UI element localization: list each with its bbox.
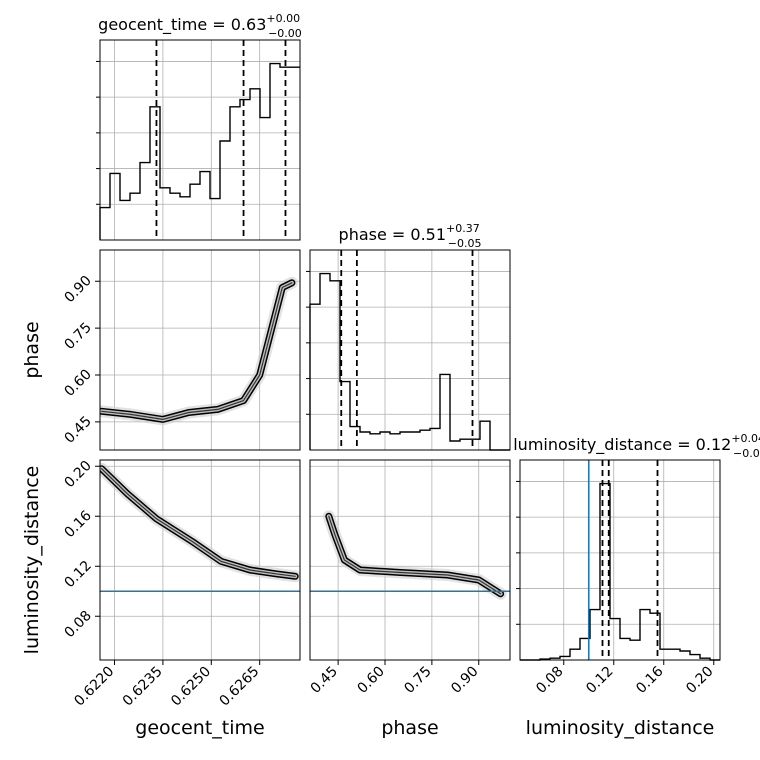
- panel-luminosity_distance_vs_phase: [309, 459, 511, 661]
- x-axis-label-phase: phase: [381, 717, 438, 739]
- panel-frame: [99, 39, 301, 241]
- density-group: [322, 510, 507, 600]
- x-tick-label: 0.45: [308, 664, 341, 697]
- panel-frame: [309, 459, 511, 661]
- x-tick-label: 0.60: [354, 664, 387, 697]
- histogram-luminosity_distance: [520, 482, 720, 661]
- x-tick-label: 0.6220: [71, 664, 117, 710]
- hist-panel-geocent_time: geocent_time = 0.63+0.00 −0.00: [96, 12, 302, 241]
- x-tick-label: 0.08: [533, 664, 566, 697]
- panel-luminosity_distance_vs_geocent_time: [99, 459, 301, 661]
- hist-title-geocent_time: geocent_time = 0.63+0.00 −0.00: [98, 12, 302, 40]
- y-tick-label: 0.60: [61, 367, 94, 400]
- x-tick-label: 0.6250: [168, 664, 214, 710]
- density-group: [100, 276, 298, 426]
- hist-title-luminosity_distance: luminosity_distance = 0.12+0.04−0.01: [513, 432, 760, 460]
- hist-title-phase: phase = 0.51+0.37 −0.05: [339, 222, 482, 250]
- histogram-phase: [309, 272, 510, 451]
- x-tick-label: 0.6235: [120, 664, 166, 710]
- panel-frame: [99, 249, 301, 451]
- x-axis-label-luminosity_distance: luminosity_distance: [526, 717, 715, 739]
- y-tick-label: 0.45: [61, 413, 94, 446]
- contour-outer: [100, 465, 299, 580]
- histogram-geocent_time: [99, 62, 300, 240]
- panel-frame: [309, 249, 511, 451]
- x-axis-label-geocent_time: geocent_time: [135, 717, 264, 739]
- y-tick-label: 0.08: [61, 608, 94, 641]
- density-cloud: [100, 462, 300, 583]
- y-tick-label: 0.16: [61, 508, 94, 541]
- panel-frame: [99, 459, 301, 661]
- density-group: [100, 462, 300, 583]
- contour-outer: [100, 279, 296, 423]
- y-axis-label-luminosity_distance: luminosity_distance: [21, 466, 43, 655]
- x-tick-label: 0.90: [448, 664, 481, 697]
- contour-inner: [328, 515, 502, 595]
- x-tick-label: 0.16: [633, 663, 666, 696]
- x-tick-label: 0.6265: [217, 664, 263, 710]
- y-tick-label: 0.12: [61, 558, 94, 591]
- contour-outer: [325, 512, 505, 598]
- hist-panel-luminosity_distance: luminosity_distance = 0.12+0.04−0.01: [513, 432, 760, 661]
- x-tick-label: 0.75: [401, 664, 434, 697]
- y-axis-label-phase: phase: [21, 321, 43, 378]
- contour-inner: [101, 468, 296, 577]
- y-tick-label: 0.90: [61, 273, 94, 306]
- contour-inner: [101, 282, 293, 420]
- x-tick-label: 0.12: [583, 664, 616, 697]
- y-tick-label: 0.20: [61, 458, 94, 491]
- panel-phase_vs_geocent_time: [99, 249, 301, 451]
- x-tick-label: 0.20: [683, 664, 716, 697]
- hist-panel-phase: phase = 0.51+0.37 −0.05: [306, 222, 511, 451]
- y-tick-label: 0.75: [61, 320, 94, 353]
- contour-fill: [100, 466, 298, 579]
- panel-frame: [519, 459, 721, 661]
